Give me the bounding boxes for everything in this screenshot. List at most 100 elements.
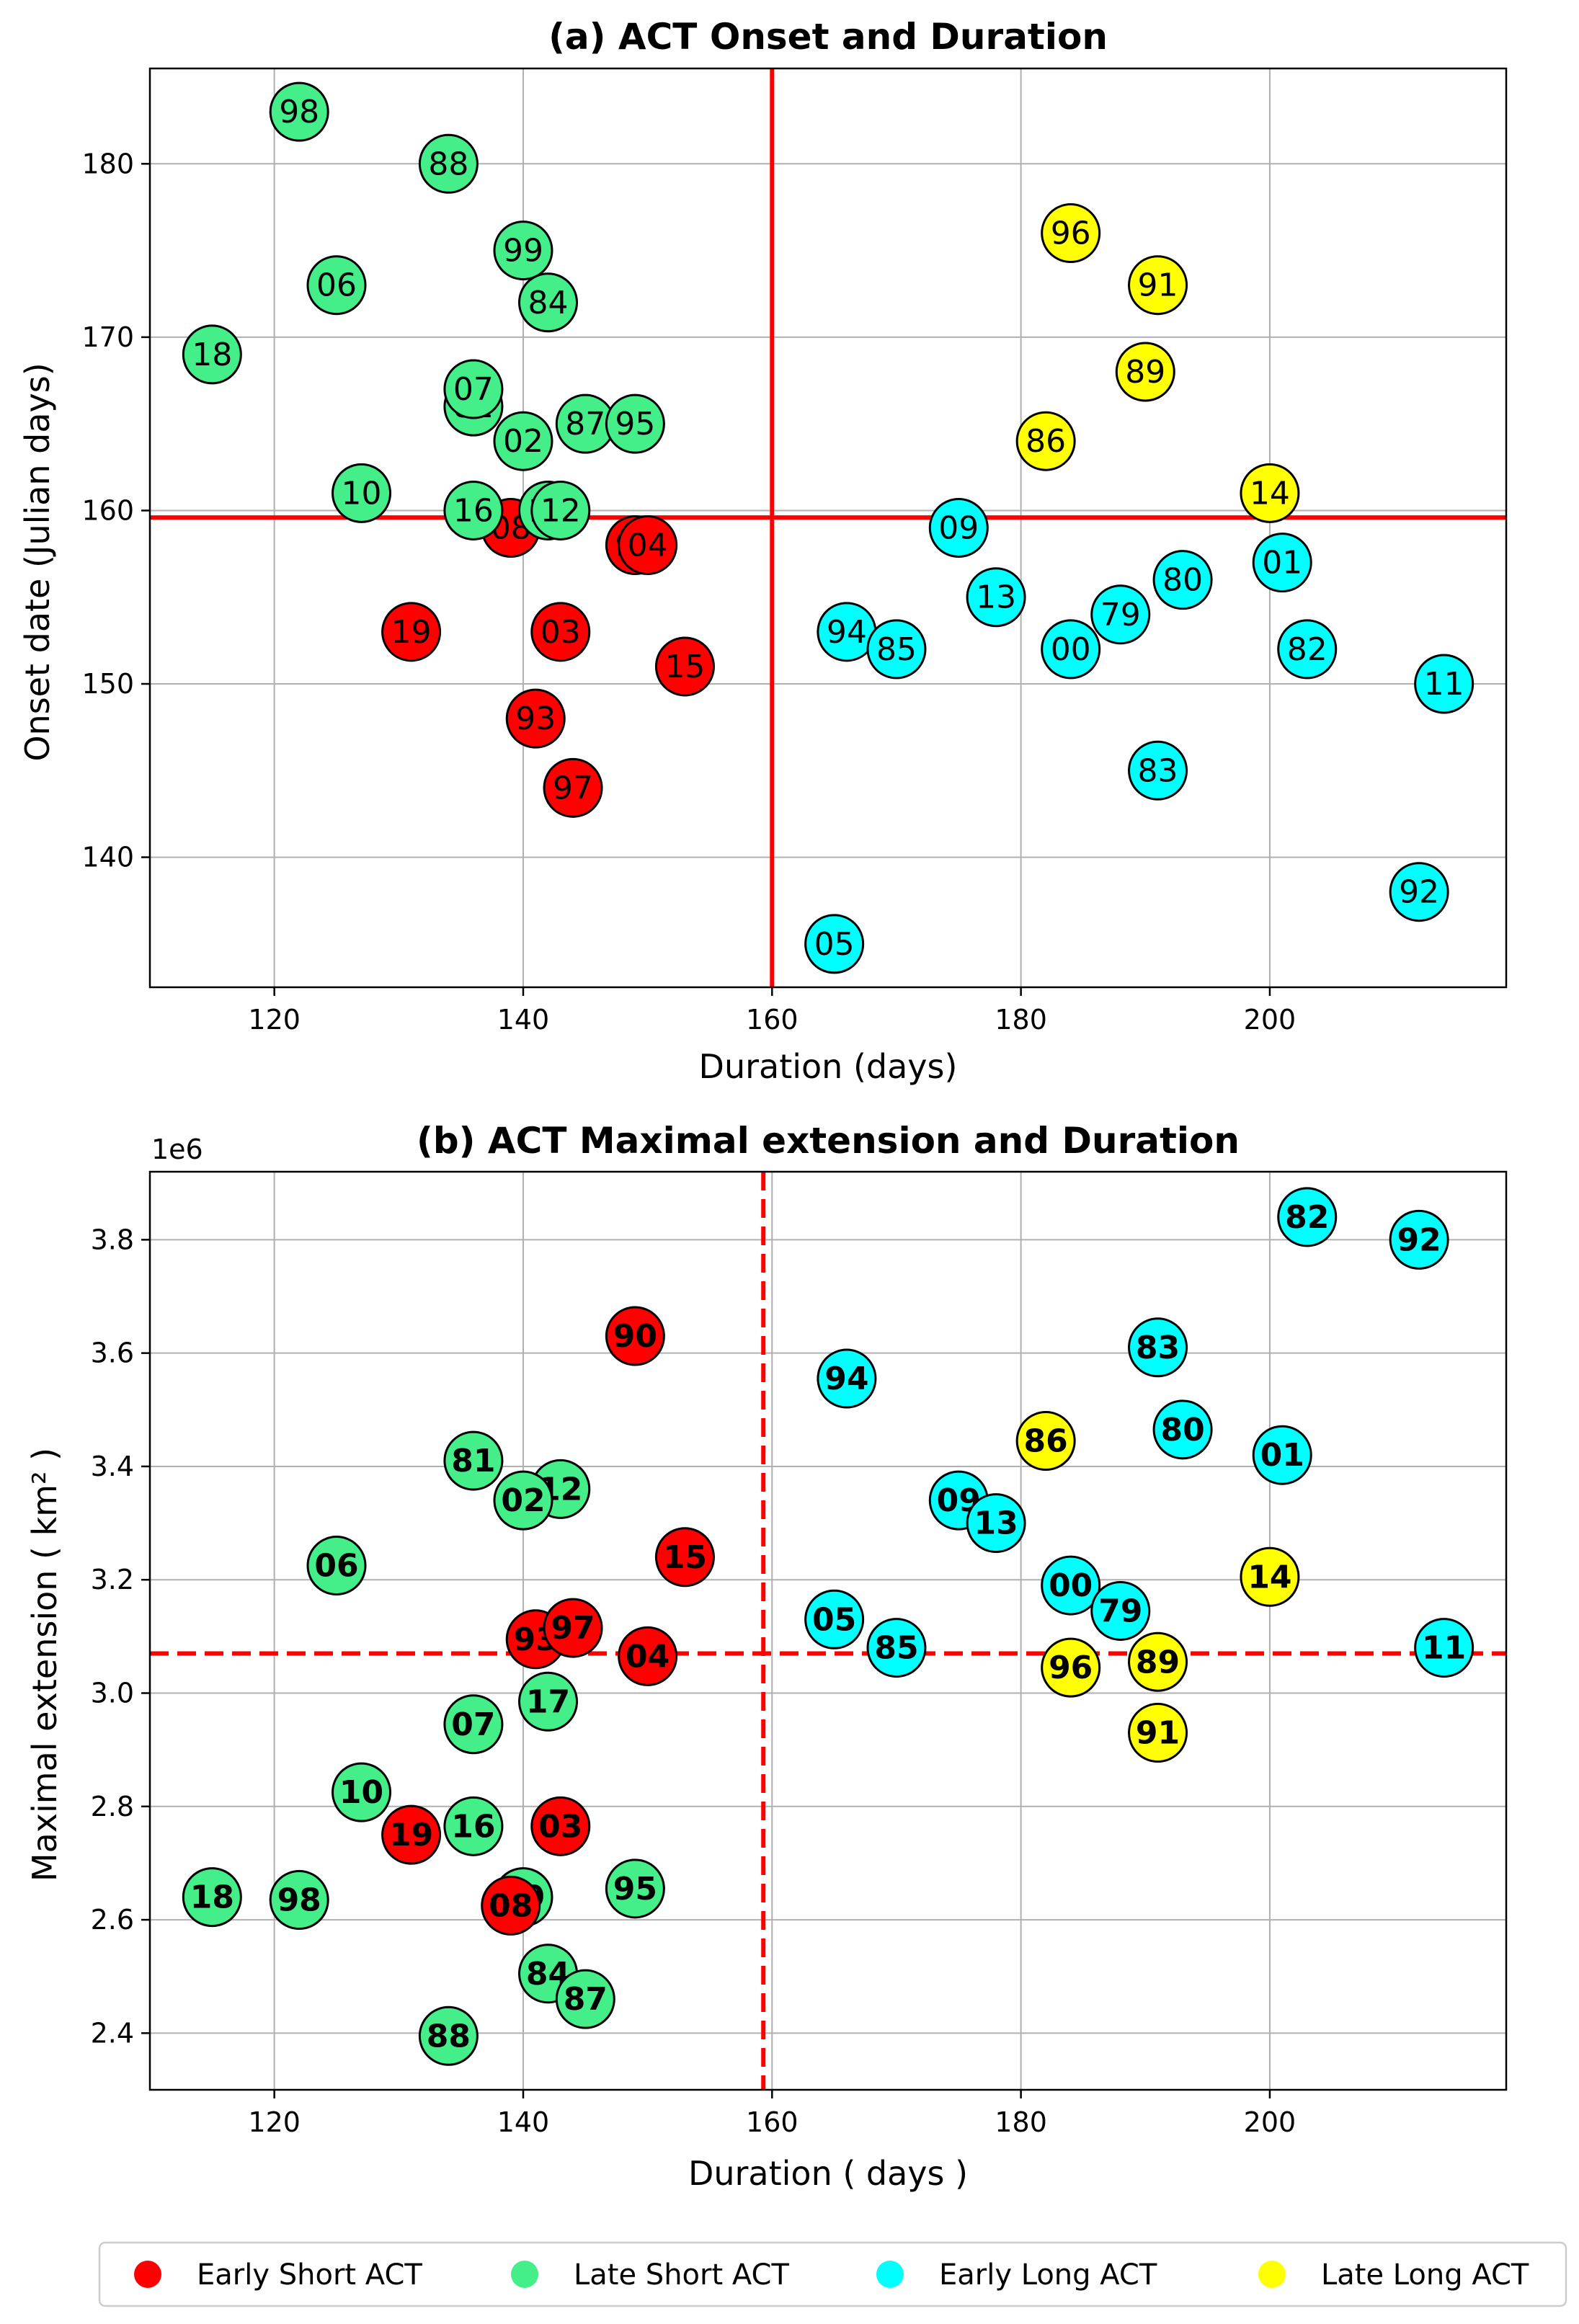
panel-a-point-marker (306, 255, 367, 316)
legend-label: Late Long ACT (1321, 2258, 1529, 2292)
panel-b-point-label: 04 (626, 1638, 670, 1675)
panel-b-point-80: 80 (1152, 1399, 1213, 1460)
panel-a-point-marker (493, 411, 553, 471)
panel-b-point-91: 91 (1128, 1703, 1188, 1763)
panel-a-point-marker (332, 463, 392, 523)
panel-b-x-tick-label: 180 (995, 2106, 1047, 2138)
panel-b-point-82: 82 (1277, 1187, 1338, 1247)
panel-a-point-marker (605, 393, 665, 454)
panel-b-point-marker (543, 1598, 603, 1658)
panel-b-point-label: 05 (812, 1601, 856, 1638)
panel-b-point-marker (530, 1796, 591, 1856)
panel-a-point-marker (1240, 463, 1300, 523)
panel-a-point-93: 93 (505, 688, 566, 749)
panel-a-point-06: 06 (306, 255, 367, 316)
panel-b-point-marker (1277, 1187, 1338, 1247)
panel-a-point-label: 19 (391, 614, 432, 651)
panel-b-point-marker (1041, 1555, 1101, 1616)
panel-a-point-label: 16 (453, 492, 494, 529)
panel-a-point-label: 10 (342, 475, 382, 512)
panel-b-point-marker (1128, 1631, 1188, 1692)
panel-b-point-marker (1041, 1637, 1101, 1698)
legend-label: Early Short ACT (197, 2258, 422, 2292)
panel-a-point-05: 05 (804, 914, 865, 974)
panel-a-point-marker (518, 272, 579, 333)
panel-a-point-12: 12 (530, 480, 591, 540)
panel-a-point-marker (1152, 550, 1213, 610)
panel-b-point-marker (817, 1348, 877, 1409)
panel-b-point-label: 11 (1422, 1630, 1466, 1667)
panel-a-point-label: 95 (615, 406, 655, 442)
panel-b-y-tick-label: 3.8 (91, 1224, 134, 1255)
panel-b-point-label: 91 (1136, 1715, 1180, 1752)
panel-a-point-11: 11 (1414, 654, 1475, 714)
panel-a-point-marker (543, 757, 603, 818)
panel-b-x-ticks: 120 140 160 180 200 (248, 2090, 1296, 2138)
panel-b-point-marker (605, 1858, 665, 1919)
panel-a-point-88: 88 (418, 133, 479, 194)
panel-b-point-07: 07 (443, 1694, 504, 1755)
panel-b-y-tick-label: 2.8 (91, 1791, 134, 1822)
panel-a-point-marker (1128, 255, 1188, 316)
panel-a-point-13: 13 (966, 567, 1026, 628)
legend-marker (511, 2261, 538, 2288)
panel-b-point-10: 10 (332, 1762, 392, 1822)
panel-a-points: 9888069984188107028795100816171290041903… (182, 81, 1475, 974)
panel-a-point-marker (1041, 203, 1101, 264)
panel-a-point-label: 94 (827, 614, 867, 651)
panel-a-point-84: 84 (518, 272, 579, 333)
panel-a: (a) ACT Onset and Duration 98 88 06 99 84 18 8… (18, 16, 1508, 1086)
legend-label: Early Long ACT (939, 2258, 1157, 2292)
panel-a-y-tick-label: 150 (81, 668, 134, 700)
panel-a-point-label: 92 (1399, 874, 1439, 911)
panel-b-point-08: 08 (481, 1875, 541, 1936)
panel-a-point-94: 94 (817, 602, 877, 662)
legend-marker (134, 2261, 161, 2288)
panel-b-point-marker (1015, 1411, 1076, 1472)
panel-a-title: (a) ACT Onset and Duration (548, 16, 1108, 58)
panel-a-point-label: 13 (976, 579, 1016, 616)
panel-b-point-label: 01 (1260, 1437, 1304, 1474)
panel-b-point-96: 96 (1041, 1637, 1101, 1698)
panel-b-point-marker (1090, 1580, 1151, 1641)
panel-b-x-tick-label: 120 (248, 2106, 301, 2138)
panel-b-y-axis-label: Maximal extension ( km² ) (25, 1448, 64, 1882)
panel-b-point-label: 17 (526, 1683, 570, 1720)
panel-a-point-00: 00 (1041, 619, 1101, 680)
panel-a-point-marker (804, 914, 865, 974)
panel-a-y-axis-label: Onset date (Julian days) (18, 362, 57, 761)
panel-b-point-marker (866, 1618, 927, 1678)
legend-item-early_short: Early Short ACT (134, 2258, 422, 2292)
panel-b-point-label: 85 (874, 1630, 918, 1667)
panel-a-point-95: 95 (605, 393, 665, 454)
panel-b-y-tick-label: 3.4 (91, 1451, 134, 1482)
panel-b-point-marker (555, 1969, 615, 2029)
panel-a-point-label: 83 (1138, 752, 1178, 789)
panel-b-y-tick-label: 3.6 (91, 1337, 134, 1369)
panel-b-point-marker (481, 1875, 541, 1936)
panel-a-point-marker (654, 636, 715, 697)
panel-b-point-18: 18 (182, 1867, 242, 1928)
panel-b-point-17: 17 (518, 1671, 579, 1732)
panel-a-point-marker (1277, 619, 1338, 680)
panel-a-point-marker (269, 81, 329, 142)
panel-b-point-label: 88 (427, 2018, 471, 2054)
panel-b-point-marker (1252, 1425, 1312, 1485)
panel-b-point-label: 07 (451, 1706, 495, 1743)
panel-b-point-marker (381, 1804, 442, 1865)
panel-b-point-87: 87 (555, 1969, 615, 2029)
panel-b-point-05: 05 (804, 1589, 865, 1649)
legend-item-late_long: Late Long ACT (1258, 2258, 1529, 2292)
panel-a-point-96: 96 (1041, 203, 1101, 264)
panel-b-point-97: 97 (543, 1598, 603, 1658)
panel-a-point-79: 79 (1090, 584, 1151, 645)
panel-b-point-79: 79 (1090, 1580, 1151, 1641)
panel-b-point-marker (1240, 1546, 1300, 1607)
panel-b-point-marker (518, 1671, 579, 1732)
panel-a-point-80: 80 (1152, 550, 1213, 610)
panel-a-point-marker (381, 602, 442, 662)
panel-b-point-label: 10 (339, 1774, 383, 1811)
panel-b-point-label: 15 (663, 1539, 707, 1576)
panel-a-point-03: 03 (530, 602, 591, 662)
panel-a-point-marker (1252, 533, 1312, 593)
